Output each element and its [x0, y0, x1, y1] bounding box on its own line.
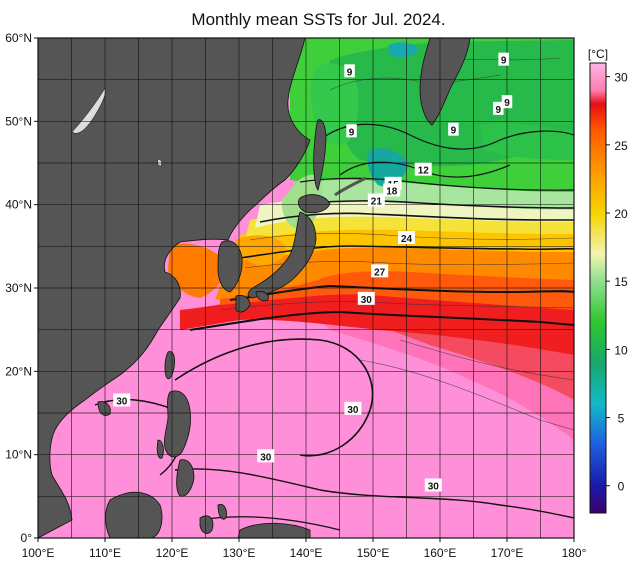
contour-label-bg: [257, 449, 275, 463]
y-tick-label: 10°N: [5, 448, 32, 462]
contour-label-bg: [371, 264, 389, 278]
x-tick-label: 140°E: [290, 546, 323, 560]
contour-label-bg: [414, 162, 432, 176]
colorbar-tick-label: 10: [614, 343, 628, 357]
colorbar-tick-label: 25: [614, 139, 628, 153]
contour-label-bg: [367, 193, 385, 207]
isotherm-contours: [94, 123, 574, 531]
longitude-ticks: 100°E 110°E 120°E 130°E 140°E 150°E 160°E 170°E…: [22, 538, 587, 560]
x-tick-label: 110°E: [89, 546, 121, 560]
contour-label-bg: [493, 101, 504, 115]
contour-label-bg: [501, 95, 513, 109]
contour-label: 21: [371, 197, 383, 208]
contour-label: 18: [386, 187, 398, 198]
contour-label: 30: [116, 397, 128, 408]
x-tick-label: 120°E: [156, 546, 189, 560]
contour-label-bg: [383, 183, 401, 197]
islands: [71, 87, 162, 167]
colorbar-tick-label: 0: [618, 480, 625, 494]
contour-label: 24: [401, 234, 413, 245]
colorbar-tick-label: 5: [618, 412, 625, 426]
y-tick-label: 30°N: [5, 281, 32, 295]
contour-label-bg: [357, 291, 375, 305]
x-tick-label: 160°E: [424, 546, 457, 560]
contour-label-bg: [344, 401, 362, 415]
contour-label: 9: [349, 127, 355, 138]
x-tick-label: 180°: [562, 546, 587, 560]
y-tick-label: 20°N: [5, 364, 32, 378]
y-tick-label: 50°N: [5, 114, 32, 128]
colorbar: [°C] 30 25 20 15 10 5 0: [588, 47, 628, 514]
colorbar-gradient: [589, 62, 607, 514]
x-tick-label: 130°E: [223, 546, 256, 560]
colorbar-ticks: 30 25 20 15 10 5 0: [606, 71, 628, 494]
contour-labels: 9999991215182124273030303030: [113, 52, 513, 493]
contour-label-bg: [344, 64, 355, 78]
contour-label-bg: [448, 122, 459, 136]
contour-label-bg: [346, 124, 357, 138]
contour-label-bg: [398, 231, 415, 244]
colorbar-tick-label: 15: [614, 275, 628, 289]
x-tick-label: 100°E: [22, 546, 55, 560]
y-tick-label: 0°: [21, 531, 33, 545]
x-tick-label: 150°E: [357, 546, 390, 560]
contour-label: 30: [260, 452, 272, 463]
y-tick-label: 40°N: [5, 198, 32, 212]
colorbar-unit: [°C]: [588, 47, 608, 61]
contour-label: 30: [428, 482, 440, 493]
contour-label: 12: [418, 166, 430, 177]
colorbar-tick-label: 30: [614, 71, 628, 85]
y-tick-label: 60°N: [5, 31, 32, 45]
map-title: Monthly mean SSTs for Jul. 2024.: [191, 10, 446, 29]
contour-label: 9: [501, 56, 507, 67]
contour-label-bg: [498, 52, 509, 66]
x-tick-label: 170°E: [491, 546, 524, 560]
contour-label-bg: [113, 393, 131, 407]
contour-label: 27: [374, 267, 386, 278]
contour-label-bg: [424, 478, 442, 492]
contour-label: 9: [347, 67, 353, 78]
colorbar-tick-label: 20: [614, 207, 628, 221]
latitude-ticks: 60°N 50°N 40°N 30°N 20°N 10°N 0°: [5, 31, 38, 545]
contour-label: 9: [504, 98, 510, 109]
contour-label: 9: [451, 126, 457, 137]
contour-label: 9: [496, 105, 502, 116]
contour-label: 30: [361, 295, 373, 306]
contour-label: 30: [347, 405, 359, 416]
